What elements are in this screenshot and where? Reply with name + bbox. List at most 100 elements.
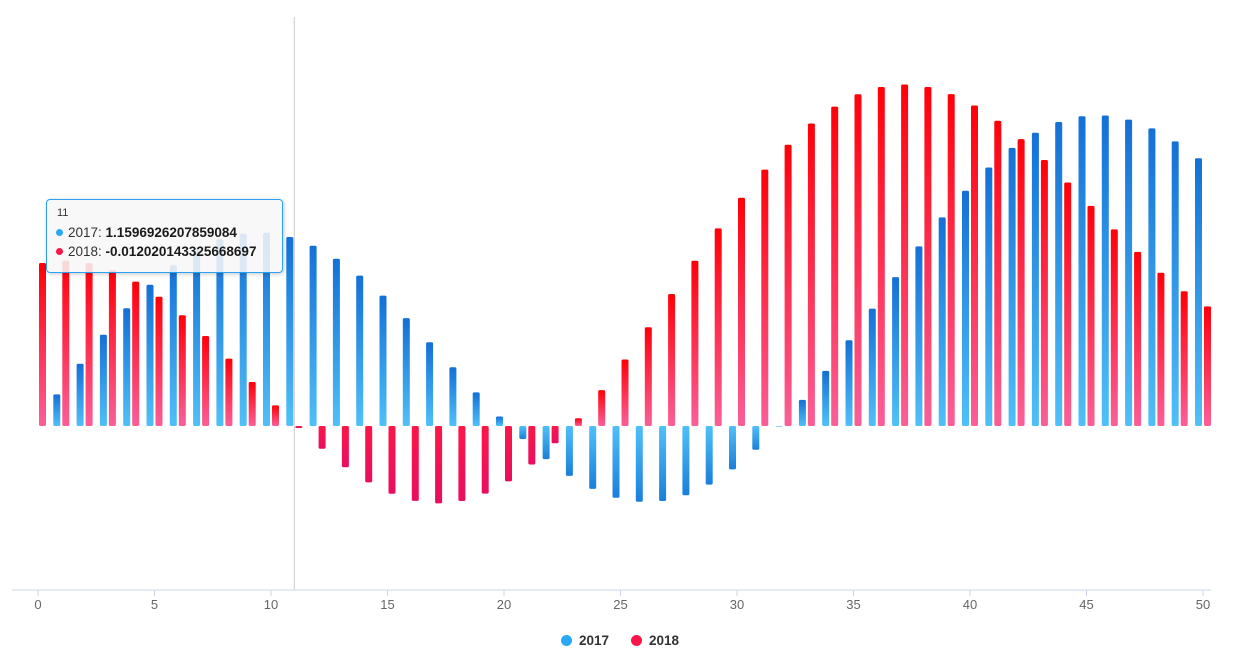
bar-2018-35[interactable] [854, 94, 862, 427]
bar-2017-37[interactable] [892, 277, 900, 426]
bar-2017-34[interactable] [822, 370, 830, 426]
bar-2017-4[interactable] [123, 308, 131, 426]
bar-2017-12[interactable] [309, 245, 317, 426]
bar-2018-21[interactable] [528, 426, 536, 465]
bar-2017-46[interactable] [1101, 115, 1109, 427]
bar-2017-21[interactable] [519, 426, 527, 439]
bar-2018-33[interactable] [807, 123, 815, 427]
bar-2018-25[interactable] [621, 359, 629, 427]
bar-2018-3[interactable] [108, 270, 116, 426]
bar-2018-11[interactable] [295, 426, 303, 428]
bar-2018-49[interactable] [1180, 291, 1188, 426]
bar-2017-24[interactable] [589, 426, 597, 489]
bar-2017-10[interactable] [263, 232, 270, 426]
bar-2017-44[interactable] [1055, 122, 1063, 426]
bar-2018-9[interactable] [248, 382, 256, 426]
bar-2017-35[interactable] [845, 340, 853, 426]
bar-2017-20[interactable] [496, 416, 503, 427]
bar-2018-5[interactable] [155, 296, 163, 426]
bar-2017-33[interactable] [798, 399, 806, 426]
bar-2017-32[interactable] [775, 426, 783, 427]
bar-2017-28[interactable] [682, 426, 690, 496]
bar-2018-1[interactable] [62, 260, 70, 426]
bar-2018-50[interactable] [1204, 306, 1211, 426]
bar-2018-23[interactable] [574, 418, 582, 426]
bar-2018-13[interactable] [341, 426, 349, 468]
bar-2018-24[interactable] [598, 390, 606, 426]
bar-2017-11[interactable] [286, 237, 294, 426]
bar-2018-2[interactable] [85, 263, 93, 426]
bar-2017-40[interactable] [962, 190, 969, 426]
bar-2018-34[interactable] [831, 106, 839, 426]
bar-2017-39[interactable] [938, 217, 946, 426]
bar-2017-50[interactable] [1195, 158, 1202, 426]
bar-2017-3[interactable] [99, 334, 107, 426]
bar-2018-0[interactable] [39, 263, 46, 426]
bar-2018-18[interactable] [458, 426, 466, 501]
bar-2017-30[interactable] [729, 426, 736, 470]
bar-2017-8[interactable] [216, 239, 224, 426]
bar-2018-29[interactable] [714, 228, 722, 426]
bar-2018-12[interactable] [318, 426, 326, 449]
bar-2018-31[interactable] [761, 169, 769, 426]
bar-2017-17[interactable] [426, 342, 434, 426]
legend-item-2018[interactable]: 2018 [631, 633, 679, 648]
bar-2018-32[interactable] [784, 144, 792, 426]
bar-2017-18[interactable] [449, 367, 457, 426]
bar-2017-1[interactable] [53, 394, 61, 426]
bar-2017-27[interactable] [659, 426, 667, 501]
bar-2017-9[interactable] [239, 233, 247, 426]
bar-2018-20[interactable] [505, 426, 512, 482]
bar-2018-40[interactable] [971, 105, 978, 427]
bar-2017-47[interactable] [1125, 119, 1133, 426]
bar-2017-7[interactable] [193, 250, 201, 426]
bar-2018-48[interactable] [1157, 272, 1165, 426]
bar-2018-14[interactable] [365, 426, 373, 483]
bar-2017-6[interactable] [169, 265, 177, 426]
bar-2017-23[interactable] [565, 426, 573, 476]
bar-2018-28[interactable] [691, 260, 699, 426]
bar-2017-31[interactable] [752, 426, 760, 450]
bar-2018-19[interactable] [481, 426, 489, 494]
bar-2017-36[interactable] [868, 308, 876, 426]
bar-2018-7[interactable] [202, 336, 210, 426]
bar-2018-38[interactable] [924, 87, 932, 426]
bar-2017-45[interactable] [1078, 116, 1086, 427]
bar-2017-19[interactable] [472, 392, 480, 426]
bar-2017-49[interactable] [1171, 141, 1179, 426]
bar-2017-15[interactable] [379, 295, 387, 426]
bar-2017-48[interactable] [1148, 128, 1156, 426]
bar-2017-41[interactable] [985, 167, 993, 427]
bar-2018-43[interactable] [1040, 160, 1048, 426]
bar-2018-6[interactable] [178, 315, 186, 426]
bar-2017-29[interactable] [705, 426, 713, 485]
bar-2017-5[interactable] [146, 284, 154, 426]
bar-2017-25[interactable] [612, 426, 620, 498]
bar-2017-16[interactable] [402, 318, 410, 426]
bar-2017-43[interactable] [1031, 132, 1039, 426]
bar-2018-47[interactable] [1134, 251, 1142, 426]
bar-2018-22[interactable] [551, 426, 559, 444]
bar-2018-16[interactable] [411, 426, 419, 501]
bar-2017-42[interactable] [1008, 147, 1016, 426]
bar-2018-36[interactable] [877, 87, 885, 426]
bar-2018-46[interactable] [1110, 229, 1118, 426]
bar-2018-8[interactable] [225, 358, 233, 426]
bar-2018-39[interactable] [947, 94, 955, 426]
bar-2018-37[interactable] [901, 84, 909, 427]
bar-2018-44[interactable] [1064, 182, 1072, 427]
bar-2018-4[interactable] [132, 281, 140, 426]
bar-2018-42[interactable] [1017, 139, 1025, 426]
legend-item-2017[interactable]: 2017 [560, 633, 609, 648]
bar-2018-41[interactable] [994, 120, 1002, 426]
bar-2017-38[interactable] [915, 246, 923, 426]
bar-2018-15[interactable] [388, 426, 396, 494]
bar-2017-2[interactable] [76, 363, 84, 426]
bar-2018-26[interactable] [644, 327, 652, 426]
bar-2018-45[interactable] [1087, 205, 1095, 426]
bar-2017-26[interactable] [635, 426, 643, 502]
bar-2017-22[interactable] [542, 426, 550, 460]
bar-2018-10[interactable] [272, 405, 279, 426]
bar-2017-14[interactable] [356, 275, 364, 426]
bar-2018-17[interactable] [435, 426, 443, 504]
